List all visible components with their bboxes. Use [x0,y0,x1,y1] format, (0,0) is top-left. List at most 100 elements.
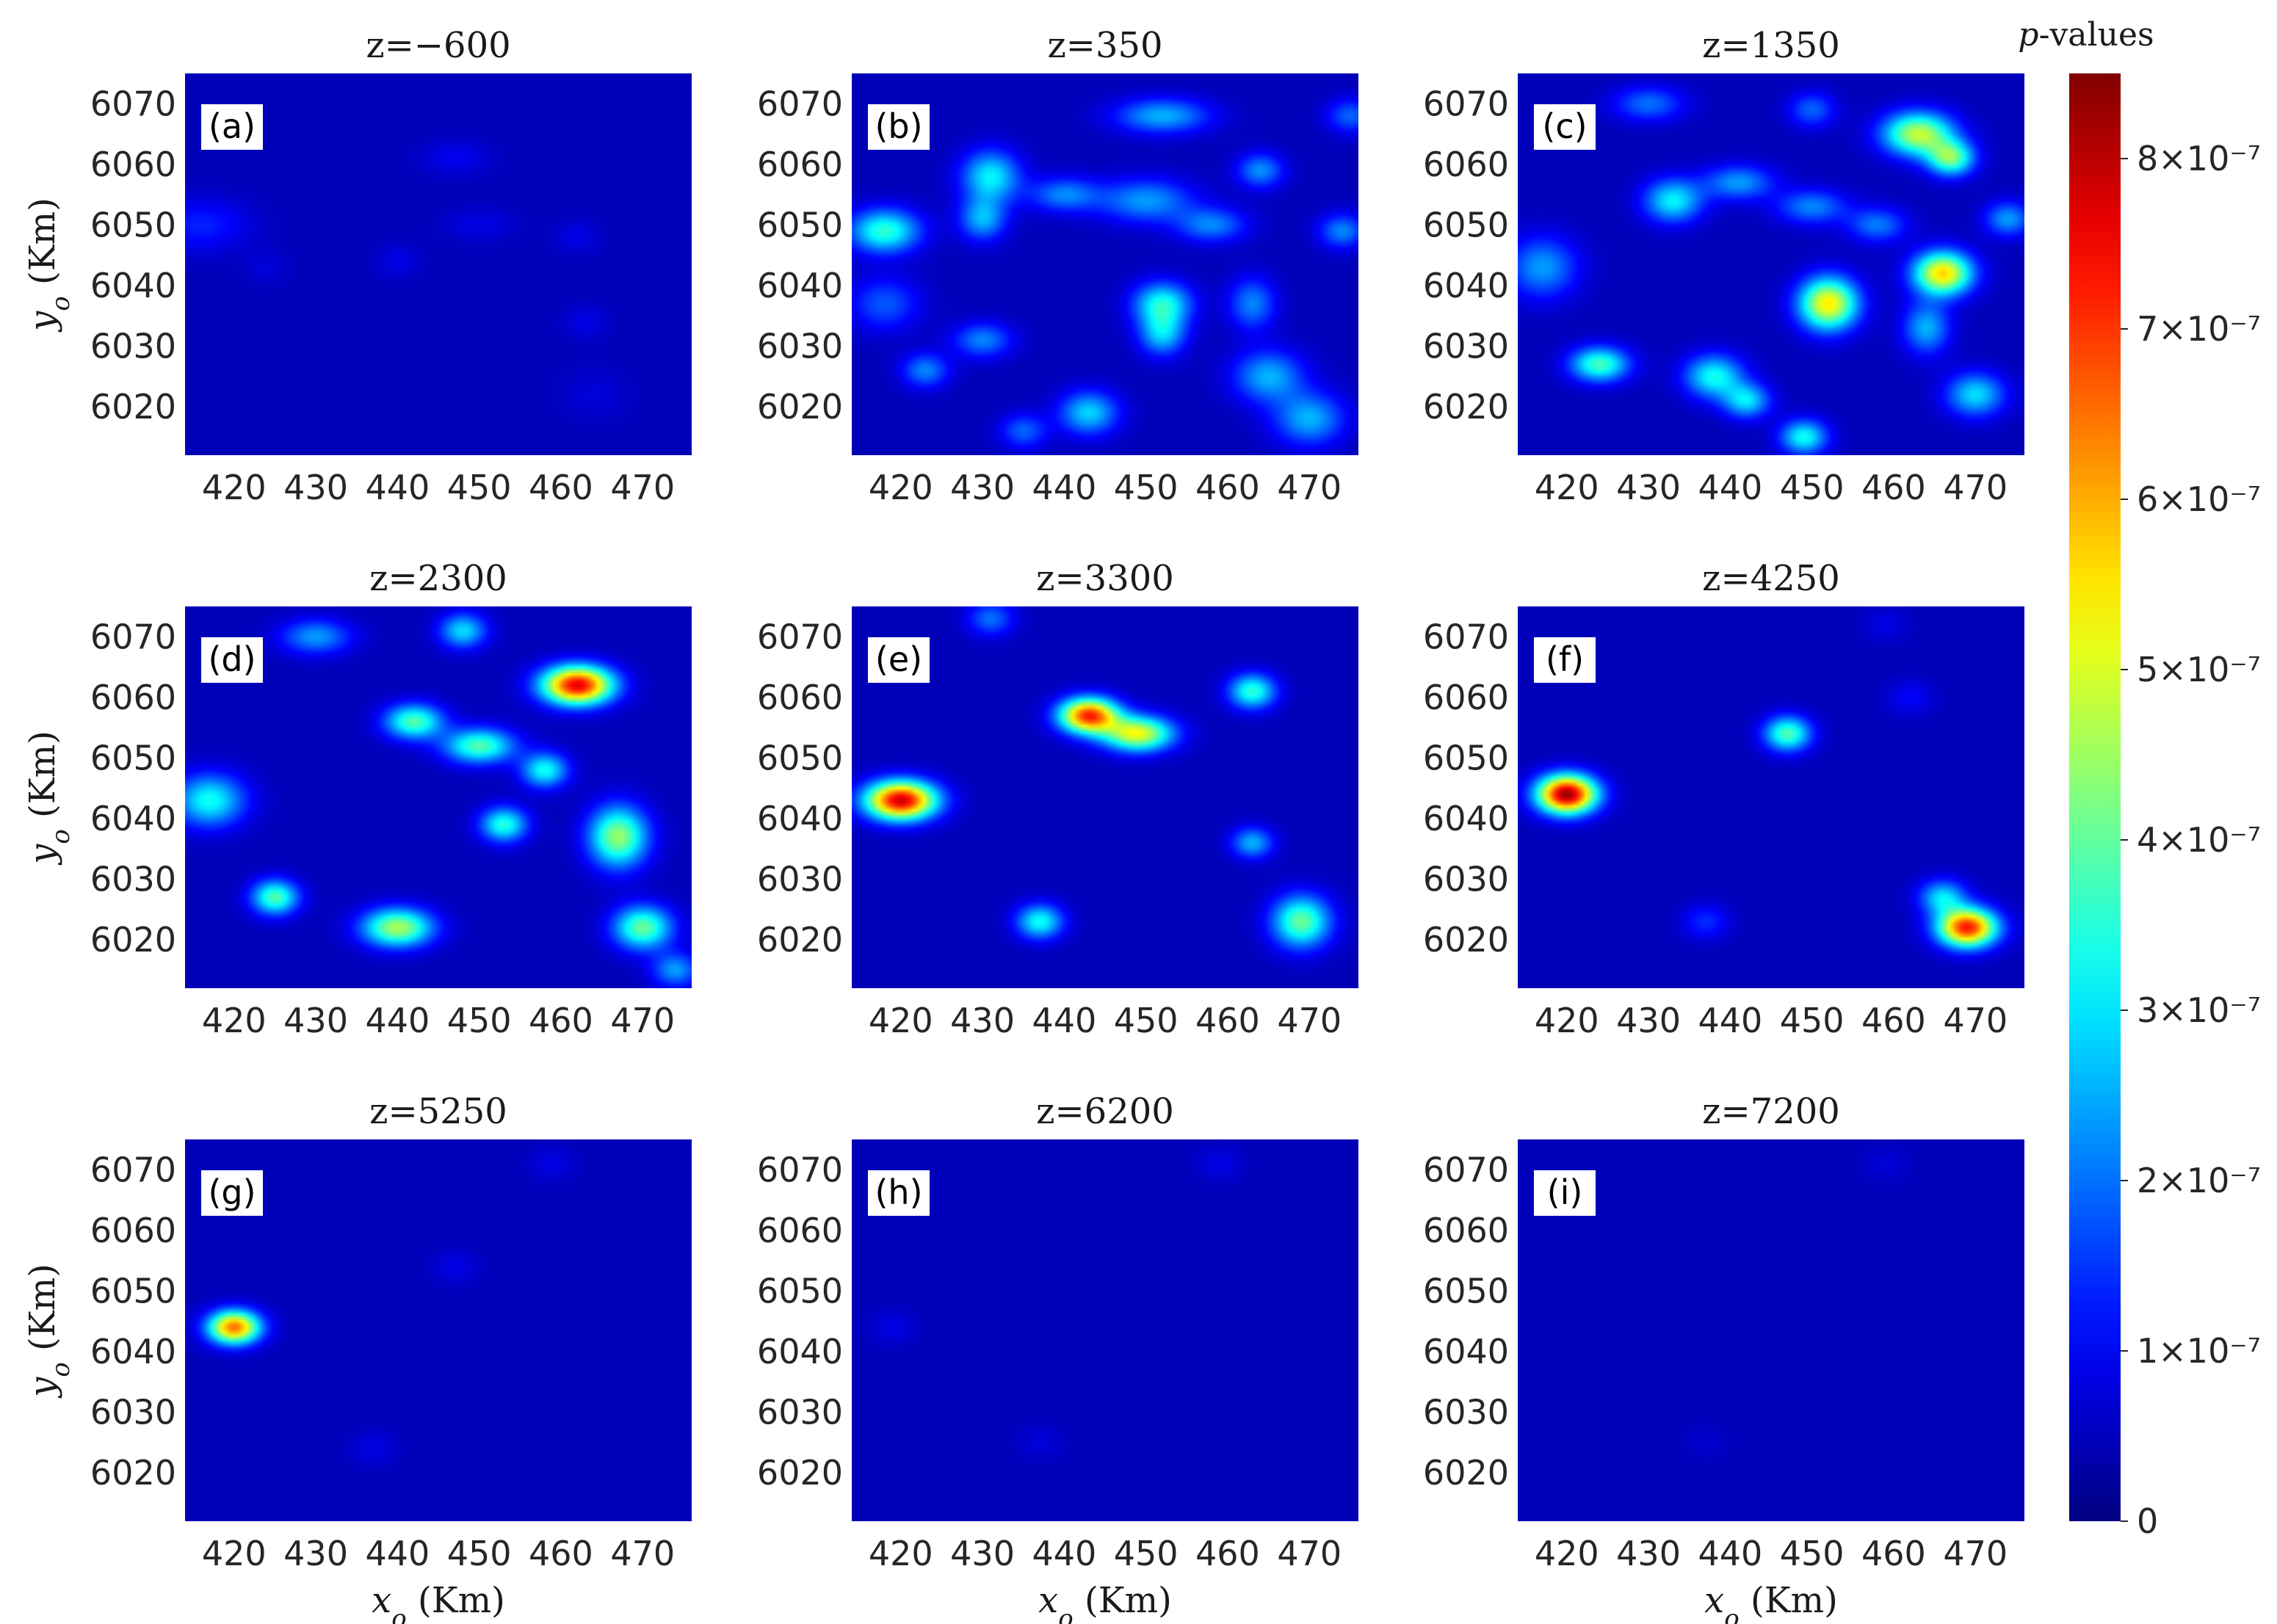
x-tick-label: 430 [283,468,348,507]
x-tick-label: 440 [1032,1001,1096,1040]
y-tick-label: 6020 [757,1453,843,1493]
panel-title: z=350 [1047,25,1162,66]
x-tick-label: 430 [950,1001,1015,1040]
panel-e: z=3300 (e) 420 430 440 450 460 470 6020 6030 6040 6… [757,558,1358,1040]
y-tick-label: 6060 [1423,1211,1509,1250]
heatmap-image [852,606,1358,988]
x-tick-label: 460 [1861,1001,1926,1040]
y-tick-label: 6030 [90,1392,176,1432]
panel-label: (i) [1534,1170,1596,1216]
x-tick-label: 430 [950,468,1015,507]
x-tick-label: 440 [1698,1001,1762,1040]
y-tick-label: 6030 [1423,1392,1509,1432]
y-tick-label: 6030 [757,326,843,366]
svg-text:(h): (h) [875,1172,922,1212]
colorbar-tick-label: 7×10⁻⁷ [2137,309,2261,349]
x-tick-label: 450 [1780,1001,1845,1040]
colorbar-title: p-values [2018,16,2154,54]
x-tick-label: 430 [1616,1001,1681,1040]
x-tick-label: 470 [1277,468,1342,507]
x-axis-label: xo (Km) [372,1580,505,1624]
x-tick-label: 470 [1943,1534,2008,1573]
x-tick-label: 450 [1114,1534,1179,1573]
y-tick-label: 6060 [757,678,843,717]
heatmap-image [1518,606,2024,988]
x-tick-label: 440 [1032,1534,1096,1573]
x-axis-label: xo (Km) [1704,1580,1838,1624]
colorbar-tick-label: 2×10⁻⁷ [2137,1161,2261,1200]
y-tick-label: 6020 [1423,387,1509,427]
colorbar-gradient [2069,73,2121,1521]
x-tick-label: 440 [365,1534,430,1573]
y-tick-label: 6030 [757,1392,843,1432]
x-tick-label: 450 [447,468,512,507]
heatmap-image [185,73,692,455]
y-tick-label: 6020 [757,387,843,427]
colorbar: p-values 0 1×10⁻⁷ 2×10⁻⁷ 3×10⁻⁷ 4×10⁻⁷ 5×10⁻⁷ 6… [2018,16,2261,1541]
y-tick-label: 6040 [1423,799,1509,838]
x-tick-label: 420 [202,468,267,507]
svg-text:(g): (g) [208,1172,256,1212]
y-tick-label: 6060 [90,678,176,717]
x-tick-label: 450 [1780,1534,1845,1573]
x-tick-label: 440 [365,468,430,507]
x-tick-label: 440 [365,1001,430,1040]
y-tick-label: 6030 [90,859,176,899]
y-tick-label: 6040 [90,1332,176,1371]
panel-c: z=1350 (c) 420 430 440 450 460 470 6020 6030 6040 6… [1423,25,2024,507]
x-tick-label: 470 [1277,1001,1342,1040]
colorbar-tick-label: 4×10⁻⁷ [2137,820,2261,860]
x-tick-label: 430 [1616,1534,1681,1573]
y-tick-label: 6020 [757,920,843,960]
y-tick-label: 6040 [90,799,176,838]
panel-label: (d) [201,637,263,683]
y-axis-label: yo (Km) [22,731,76,866]
panel-label: (f) [1534,637,1596,683]
x-tick-label: 440 [1698,468,1762,507]
x-tick-label: 430 [283,1534,348,1573]
y-tick-label: 6040 [757,1332,843,1371]
panel-title: z=−600 [366,25,510,66]
y-tick-label: 6020 [90,1453,176,1493]
panel-a: z=−600 (a) 420 430 440 450 460 470 6020 6030 6040 6… [22,25,692,507]
y-tick-label: 6060 [90,1211,176,1250]
panel-label: (e) [868,637,930,683]
y-tick-label: 6040 [757,799,843,838]
y-tick-label: 6050 [90,205,176,244]
x-tick-label: 460 [1861,468,1926,507]
x-tick-label: 460 [529,468,593,507]
svg-text:(c): (c) [1542,106,1587,146]
colorbar-tick-label: 5×10⁻⁷ [2137,650,2261,689]
panel-title: z=6200 [1036,1091,1174,1132]
y-tick-label: 6020 [90,387,176,427]
y-tick-label: 6030 [1423,859,1509,899]
x-tick-label: 470 [1943,468,2008,507]
y-axis-label: yo (Km) [22,197,76,333]
svg-text:(f): (f) [1546,639,1584,679]
y-tick-label: 6050 [757,738,843,777]
panel-label: (a) [201,104,263,150]
y-axis-label: yo (Km) [22,1264,76,1399]
colorbar-tick-label: 0 [2137,1501,2158,1541]
y-tick-label: 6060 [757,145,843,184]
y-tick-label: 6070 [1423,1150,1509,1189]
x-tick-label: 420 [869,1534,933,1573]
y-tick-label: 6050 [1423,738,1509,777]
x-tick-label: 460 [1195,468,1260,507]
x-tick-label: 440 [1032,468,1096,507]
y-tick-label: 6060 [1423,145,1509,184]
x-tick-label: 430 [950,1534,1015,1573]
x-tick-label: 420 [202,1001,267,1040]
y-tick-label: 6070 [1423,617,1509,656]
x-tick-label: 470 [610,468,675,507]
svg-text:(d): (d) [208,639,256,679]
y-tick-label: 6040 [90,266,176,305]
panel-g: z=5250 (g) 420 430 440 450 460 470 6020 6030 6040 6… [22,1091,692,1624]
y-tick-label: 6050 [1423,1271,1509,1311]
x-tick-label: 420 [869,1001,933,1040]
y-tick-label: 6070 [90,84,176,123]
y-tick-label: 6050 [90,738,176,777]
y-tick-label: 6050 [90,1271,176,1311]
heatmap-image [852,73,1358,455]
